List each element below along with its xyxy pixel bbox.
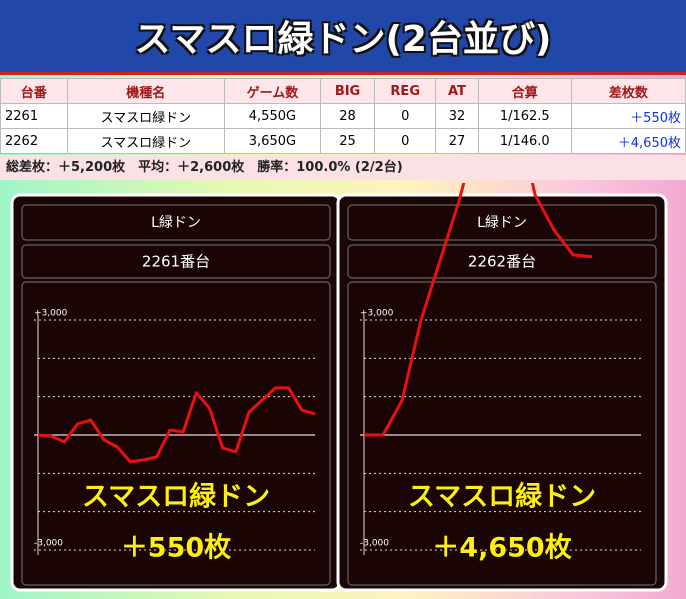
table-row: 2261 スマスロ緑ドン 4,550G 28 0 32 1/162.5 ＋550枚 [0,103,686,129]
table-cell: 1/146.0 [477,128,572,154]
column-header: BIG [319,78,376,104]
table-cell: 32 [435,103,479,129]
table-cell: スマスロ緑ドン [66,128,226,154]
machine-table: 台番 機種名 ゲーム数 BIG REG AT 合算 差枚数 2261 スマスロ緑ドン 4,550G 2… [0,78,686,154]
table-cell: 2261 [0,103,68,129]
data-line [364,183,593,437]
column-header: 機種名 [66,78,226,104]
annotation: スマスロ緑ドン [82,481,270,513]
data-line [37,386,316,464]
summary: 総差枚：＋5,200枚 平均：＋2,600枚 勝率：100.0% (2/2台) [0,155,686,180]
panel-title-box [21,204,331,241]
table-body: 2261 スマスロ緑ドン 4,550G 28 0 32 1/162.5 ＋550枚 2262 スマ… [0,103,686,154]
table-cell: スマスロ緑ドン [66,103,226,129]
table-cell: ＋550枚 [570,103,686,129]
table-cell: 1/162.5 [477,103,572,129]
annotation: ＋550枚 [121,533,231,564]
plot-box [347,281,657,586]
panel-title: L緑ドン [151,215,201,231]
charts: L緑ドン 2261番台 +3,000 -3,000 L緑ドン 2262番台 +3,000 -3… [10,183,668,592]
table-cell: ＋4,650枚 [570,128,686,154]
table-cell: 2262 [0,128,68,154]
y-tick-label: +3,000 [34,309,68,319]
annotation: スマスロ緑ドン [408,481,596,513]
panel-subtitle: 2262番台 [468,253,536,271]
column-header: ゲーム数 [224,78,321,104]
column-header: REG [374,78,437,104]
table-cell: 4,550G [224,103,321,129]
y-tick-label: -3,000 [360,539,389,549]
table-cell: 27 [435,128,479,154]
table-header: 台番 機種名 ゲーム数 BIG REG AT 合算 差枚数 [0,78,686,104]
panel-title-box [347,204,657,241]
table-cell: 25 [319,128,376,154]
column-header: 差枚数 [570,78,686,104]
panel-title: L緑ドン [477,215,527,231]
column-header: AT [435,78,479,104]
table-cell: 3,650G [224,128,321,154]
table-cell: 0 [374,103,437,129]
plot-box [21,281,331,586]
table-row: 2262 スマスロ緑ドン 3,650G 25 0 27 1/146.0 ＋4,650枚 [0,128,686,154]
annotation: ＋4,650枚 [432,533,571,564]
table-cell: 0 [374,128,437,154]
panel-subtitle: 2261番台 [142,253,210,271]
panel-subtitle-box [347,244,657,279]
table-cell: 28 [319,103,376,129]
page-title: スマスロ緑ドン(2台並び) [0,0,686,75]
y-tick-label: -3,000 [34,539,63,549]
column-header: 合算 [477,78,572,104]
column-header: 台番 [0,78,68,104]
y-tick-label: +3,000 [360,309,394,319]
panel-subtitle-box [21,244,331,279]
